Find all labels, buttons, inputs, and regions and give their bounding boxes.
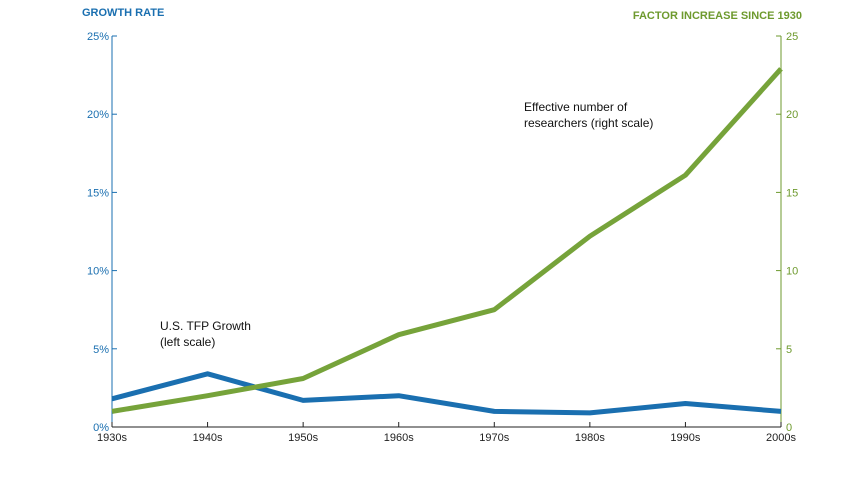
left-axis-tick-label: 5%: [93, 344, 109, 356]
left-axis-tick-label: 20%: [87, 109, 109, 121]
axes: 0% 5% 10% 15% 20% 25% 0 5 10 15 20 25 1930s 1940s 1950…: [87, 31, 798, 444]
x-axis-tick-label: 1930s: [97, 432, 127, 444]
right-axis-tick-label: 5: [786, 344, 792, 356]
right-axis-tick-label: 15: [786, 187, 798, 199]
annotation-tfp-line-2: (left scale): [160, 335, 216, 349]
annotation-researchers-line-2: researchers (right scale): [524, 116, 654, 130]
annotation-tfp-line-1: U.S. TFP Growth: [160, 319, 251, 333]
series-layer: [111, 67, 783, 416]
x-axis-tick-label: 1970s: [479, 432, 509, 444]
right-axis-tick-label: 10: [786, 266, 798, 278]
left-axis-tick-label: 15%: [87, 187, 109, 199]
x-axis-tick-label: 1980s: [575, 432, 605, 444]
annotation-researchers: Effective number of researchers (right s…: [524, 99, 653, 131]
left-axis-tick-label: 0%: [93, 422, 109, 434]
x-axis-tick-label: 1940s: [193, 432, 223, 444]
left-axis-tick-label: 25%: [87, 31, 109, 43]
right-axis-tick-label: 0: [786, 422, 792, 434]
x-axis-tick-label: 1950s: [288, 432, 318, 444]
right-axis-tick-label: 20: [786, 109, 798, 121]
x-axis-tick-label: 2000s: [766, 432, 796, 444]
x-axis-tick-label: 1990s: [670, 432, 700, 444]
annotation-researchers-line-1: Effective number of: [524, 100, 628, 114]
left-axis-tick-label: 10%: [87, 266, 109, 278]
series-line-researchers: [111, 67, 783, 414]
series-line-tfp-growth: [111, 371, 782, 416]
x-axis-tick-label: 1960s: [384, 432, 414, 444]
annotation-tfp: U.S. TFP Growth (left scale): [160, 318, 251, 350]
right-axis-tick-label: 25: [786, 31, 798, 43]
left-axis-title: GROWTH RATE: [82, 7, 165, 19]
right-axis-title: FACTOR INCREASE SINCE 1930: [632, 10, 802, 22]
